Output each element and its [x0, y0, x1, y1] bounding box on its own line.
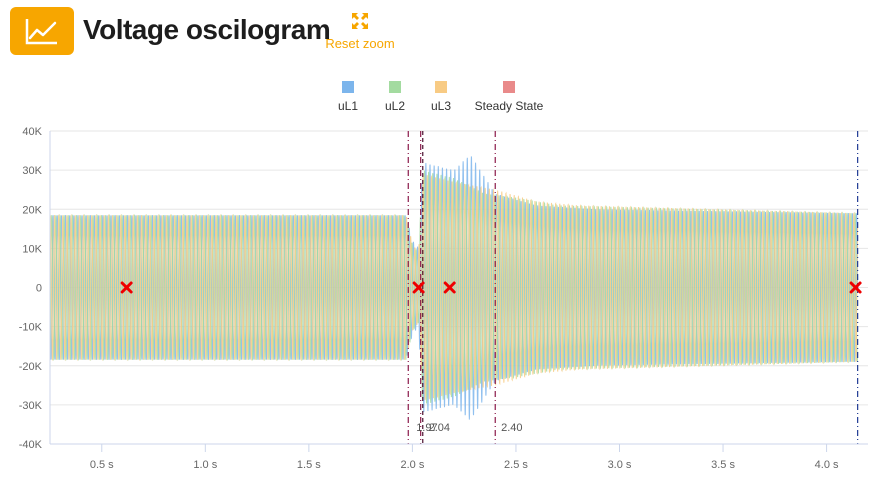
legend-swatch — [389, 81, 401, 93]
axes: 40K 30K 20K 10K 0 -10K -20K -30K -40K 0.5 s 1.0 s 1… — [19, 126, 868, 471]
reset-zoom-button[interactable]: Reset zoom — [322, 12, 398, 56]
logo — [10, 7, 74, 55]
legend-label: uL3 — [430, 99, 452, 113]
x-tick-label: 1.0 s — [193, 459, 217, 471]
line-chart-icon — [25, 19, 57, 45]
page-title: Voltage oscilogram — [83, 14, 331, 45]
legend-item-steady-state[interactable]: Steady State — [472, 78, 546, 113]
plot-area[interactable] — [49, 156, 859, 420]
vline-annotation: 1.97 — [416, 422, 437, 434]
y-tick-label: 30K — [22, 165, 42, 177]
marker-stroke — [120, 281, 133, 294]
legend-label: uL2 — [384, 99, 406, 113]
reset-zoom-label: Reset zoom — [325, 36, 395, 51]
y-tick-label: -20K — [19, 361, 43, 373]
y-tick-label: -30K — [19, 400, 43, 412]
y-tick-label: 40K — [22, 126, 42, 138]
marker-x — [120, 281, 133, 294]
legend-label: Steady State — [474, 99, 544, 113]
x-tick-label: 3.5 s — [711, 459, 735, 471]
legend-swatch — [503, 81, 515, 93]
marker-stroke — [412, 281, 425, 294]
marker-stroke — [849, 281, 862, 294]
legend-swatch — [435, 81, 447, 93]
expand-arrows-icon — [352, 13, 368, 29]
legend-item-ul1[interactable]: uL1 — [332, 78, 364, 113]
x-tick-label: 1.5 s — [297, 459, 321, 471]
x-tick-label: 2.5 s — [504, 459, 528, 471]
legend-swatch — [342, 81, 354, 93]
y-tick-label: -10K — [19, 322, 43, 334]
legend-label: uL1 — [337, 99, 359, 113]
y-tick-label: 20K — [22, 204, 42, 216]
x-tick-label: 4.0 s — [815, 459, 839, 471]
vline-annotation: 2.40 — [501, 422, 522, 434]
y-tick-label: -40K — [19, 439, 43, 451]
marker-x — [443, 281, 456, 294]
y-tick-label: 10K — [22, 243, 42, 255]
legend-item-ul2[interactable]: uL2 — [378, 78, 412, 113]
y-tick-label: 0 — [36, 283, 42, 295]
series-line-ul3 — [49, 174, 859, 400]
vline-annotation: 2.04 — [429, 422, 450, 434]
marker-x — [849, 281, 862, 294]
vertical-lines: 1.972.04 2.40 — [407, 131, 859, 444]
marker-stroke — [443, 281, 456, 294]
series-line-ul1 — [49, 156, 859, 420]
markers — [120, 281, 862, 294]
x-tick-label: 3.0 s — [608, 459, 632, 471]
legend-item-ul3[interactable]: uL3 — [424, 78, 458, 113]
x-tick-label: 0.5 s — [90, 459, 114, 471]
series-line-ul2 — [49, 170, 859, 404]
chart-legend: uL1 uL2 uL3 Steady State — [0, 78, 876, 118]
chart-header: Voltage oscilogram Reset zoom — [0, 0, 876, 70]
x-tick-label: 2.0 s — [400, 459, 424, 471]
marker-x — [412, 281, 425, 294]
